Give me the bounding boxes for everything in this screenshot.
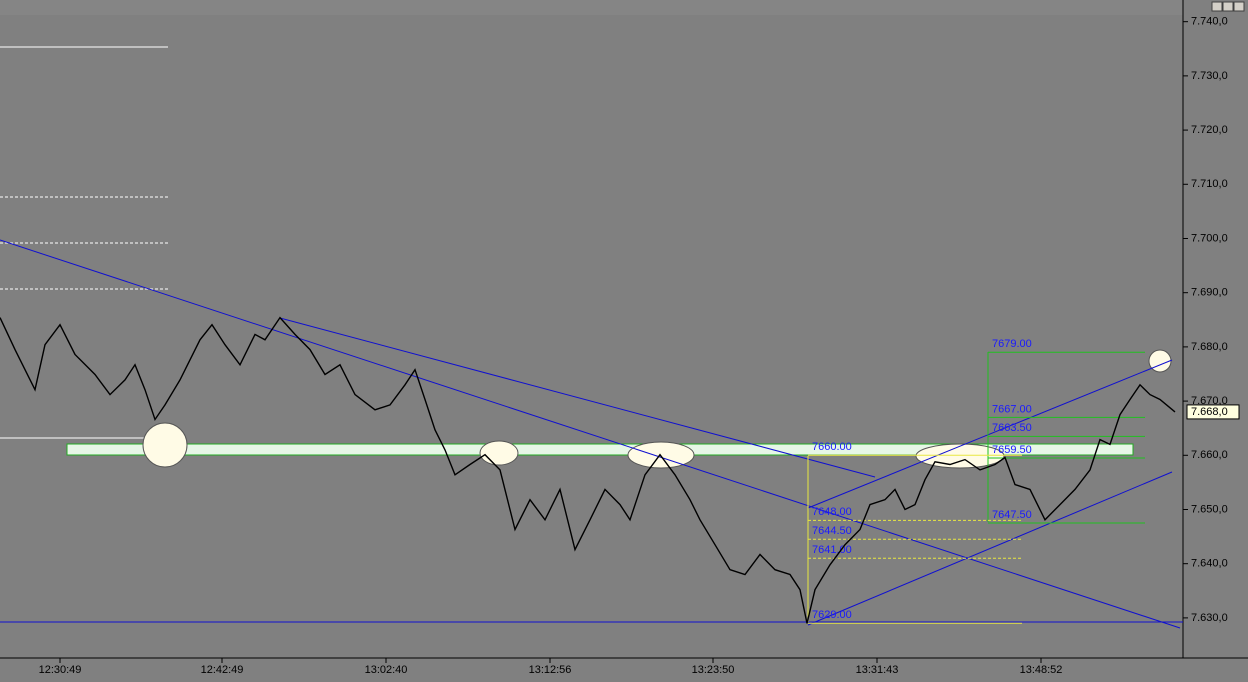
y-tick-label: 7.680,0 <box>1191 341 1228 353</box>
fib-label: 7659.50 <box>992 444 1032 456</box>
y-tick-label: 7.650,0 <box>1191 503 1228 515</box>
y-tick-label: 7.720,0 <box>1191 124 1228 136</box>
level-lines <box>0 46 168 439</box>
ellipse <box>1148 349 1172 373</box>
ellipse <box>479 440 519 466</box>
fib-label: 7629.00 <box>812 609 852 621</box>
y-tick-label: 7.730,0 <box>1191 70 1228 82</box>
y-tick-label: 7.690,0 <box>1191 287 1228 299</box>
x-tick-label: 13:23:50 <box>692 664 735 676</box>
y-tick-label: 7.660,0 <box>1191 449 1228 461</box>
ellipse <box>142 422 188 468</box>
zone-band <box>66 443 1134 456</box>
x-tick-label: 12:30:49 <box>39 664 82 676</box>
maximize-button[interactable] <box>1222 1 1234 12</box>
x-tick-label: 13:12:56 <box>529 664 572 676</box>
trend-line <box>0 239 1181 629</box>
last-price-box <box>1186 404 1240 420</box>
trend-lines <box>0 239 1183 629</box>
x-tick-label: 13:48:52 <box>1020 664 1063 676</box>
fib-boxes: 7679.00 7667.00 7663.50 7659.50 7647.50 7660.… <box>807 338 1145 624</box>
fib-label: 7667.00 <box>992 403 1032 415</box>
trend-line <box>807 471 1173 626</box>
x-tick-label: 12:42:49 <box>201 664 244 676</box>
fib-label: 7660.00 <box>812 441 852 453</box>
trend-line <box>807 359 1173 509</box>
x-tick-label: 13:31:43 <box>856 664 899 676</box>
last-price-label: 7.668,0 <box>1191 406 1228 418</box>
close-button[interactable] <box>1233 1 1245 12</box>
y-tick-label: 7.700,0 <box>1191 232 1228 244</box>
x-tick-label: 13:02:40 <box>365 664 408 676</box>
top-strip <box>0 0 1183 15</box>
minimize-button[interactable] <box>1211 1 1223 12</box>
fib-label: 7679.00 <box>992 338 1032 350</box>
fib-label: 7647.50 <box>992 509 1032 521</box>
price-line <box>0 316 1176 624</box>
fib-label: 7663.50 <box>992 422 1032 434</box>
ellipse <box>915 443 1005 469</box>
fib-label: 7644.50 <box>812 525 852 537</box>
fib-label: 7648.00 <box>812 506 852 518</box>
y-tick-label: 7.640,0 <box>1191 558 1228 570</box>
y-tick-label: 7.740,0 <box>1191 16 1228 28</box>
fib-label: 7641.00 <box>812 544 852 556</box>
y-tick-label: 7.710,0 <box>1191 178 1228 190</box>
window-buttons <box>1211 1 1245 12</box>
y-tick-label: 7.630,0 <box>1191 612 1228 624</box>
y-tick-label: 7.670,0 <box>1191 395 1228 407</box>
trend-line <box>279 317 876 478</box>
